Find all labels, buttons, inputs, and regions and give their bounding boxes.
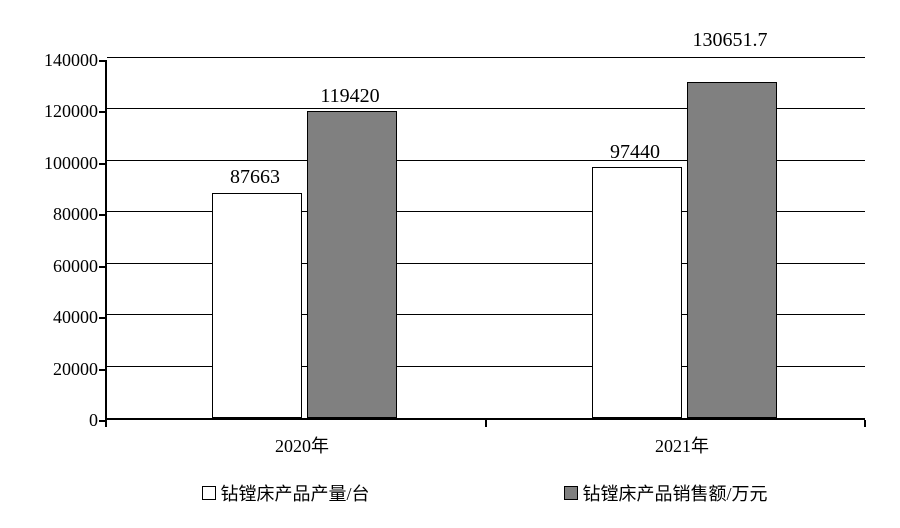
x-category-label: 2021年 xyxy=(655,432,709,458)
bar-series1-2020 xyxy=(212,193,302,418)
x-tick-mark xyxy=(485,420,487,427)
y-tick-label: 100000 xyxy=(8,154,98,172)
y-tick-label: 80000 xyxy=(8,205,98,223)
x-category-label: 2020年 xyxy=(275,432,329,458)
legend-item-series2: 钻镗床产品销售额/万元 xyxy=(564,480,767,506)
legend-swatch-icon xyxy=(202,486,216,500)
bar-series2-2021 xyxy=(687,82,777,418)
legend-label: 钻镗床产品销售额/万元 xyxy=(582,480,767,506)
legend-swatch-icon xyxy=(564,486,578,500)
legend-item-series1: 钻镗床产品产量/台 xyxy=(202,480,369,506)
y-tick-label: 40000 xyxy=(8,308,98,326)
y-tick-label: 140000 xyxy=(8,51,98,69)
bar-label: 119420 xyxy=(320,86,379,106)
x-tick-mark xyxy=(105,420,107,427)
bar-chart: 0 20000 40000 60000 80000 100000 120000 … xyxy=(0,0,900,528)
legend: 钻镗床产品产量/台 钻镗床产品销售额/万元 xyxy=(105,480,865,506)
legend-label: 钻镗床产品产量/台 xyxy=(220,480,369,506)
bar-series1-2021 xyxy=(592,167,682,418)
y-tick-label: 120000 xyxy=(8,102,98,120)
y-tick-label: 20000 xyxy=(8,360,98,378)
plot-area xyxy=(105,60,865,420)
bar-label: 130651.7 xyxy=(693,30,768,50)
bar-series2-2020 xyxy=(307,111,397,418)
y-tick-label: 0 xyxy=(8,411,98,429)
grid-line xyxy=(107,57,865,58)
bar-label: 97440 xyxy=(610,142,660,162)
bar-label: 87663 xyxy=(230,167,280,187)
x-tick-mark xyxy=(864,420,866,427)
y-tick-label: 60000 xyxy=(8,257,98,275)
